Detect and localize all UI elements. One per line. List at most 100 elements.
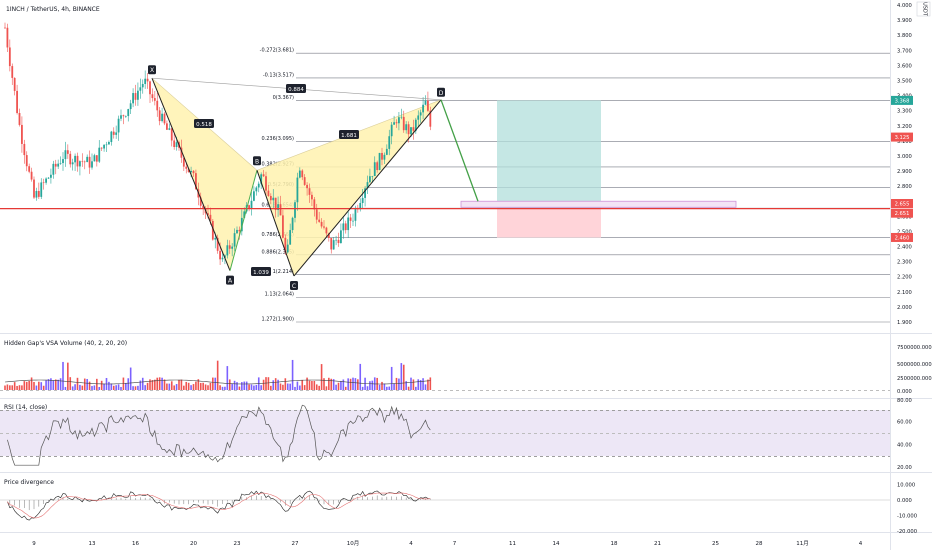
point-label-x[interactable]: X (148, 65, 156, 75)
candle-body (410, 127, 412, 135)
target-zone[interactable] (497, 100, 601, 209)
volume-bar (241, 382, 243, 390)
candles (4, 22, 432, 265)
volume-bar (393, 383, 395, 390)
pattern-overlay[interactable]: X A B C D 0.518 1.039 1.681 0.884 (0, 65, 890, 290)
volume-bar (253, 385, 255, 390)
candle-body (98, 147, 101, 162)
support-price-badge: 2.651 (891, 208, 913, 218)
volume-bar (388, 386, 391, 390)
volume-bar (224, 386, 226, 390)
time-tick-label: 23 (234, 541, 241, 547)
divergence-line (7, 490, 431, 521)
volume-bar (6, 384, 9, 390)
rsi-indicator-title[interactable]: RSI (14, close) (4, 404, 47, 411)
candle-body (170, 128, 173, 141)
candle-body (291, 217, 294, 231)
pattern-leg-bc[interactable] (256, 170, 295, 277)
volume-bar (197, 379, 200, 390)
candle-body (202, 205, 205, 209)
candle-body (100, 147, 103, 149)
candle-body (144, 78, 147, 84)
candle-body (209, 214, 212, 221)
volume-bar (209, 382, 212, 390)
candle-body (369, 176, 371, 183)
price-tick-label: 3.300 (897, 109, 912, 115)
candle-body (265, 176, 267, 191)
volume-bar (64, 386, 67, 390)
ratio-badge-ac[interactable]: 1.039 (251, 267, 271, 276)
candle-body (86, 156, 89, 163)
candle-body (347, 217, 350, 231)
volume-bar (134, 386, 137, 390)
volume-bar (412, 379, 415, 390)
projection-box[interactable] (460, 200, 737, 208)
candle-body (349, 217, 352, 221)
volume-bar (108, 381, 110, 390)
ratio-badge-xb[interactable]: 0.518 (194, 119, 214, 128)
candle-body (427, 100, 429, 111)
candle-body (279, 204, 282, 216)
volume-bar (195, 381, 197, 390)
stop-zone[interactable] (497, 208, 601, 238)
candle-body (199, 197, 202, 206)
point-label-c[interactable]: C (290, 280, 298, 290)
projection-leg[interactable] (440, 99, 479, 202)
candle-body (282, 215, 284, 238)
volume-tick-label: 0.000 (897, 389, 912, 395)
volume-bar (417, 379, 420, 390)
candle-body (260, 174, 263, 184)
position-zones[interactable] (460, 100, 737, 238)
candle-body (21, 124, 23, 144)
last-price-badge: 3.125 (891, 132, 913, 142)
candle-body (318, 219, 321, 222)
ratio-badge-xd[interactable]: 0.884 (286, 84, 306, 93)
price-tick-label: 3.700 (897, 48, 912, 54)
volume-bar (386, 386, 388, 390)
candle-body (30, 171, 33, 180)
pattern-leg-ab[interactable] (229, 170, 258, 271)
price-tick-label: 3.100 (897, 139, 912, 145)
volume-bar (57, 379, 59, 390)
volume-bar (214, 377, 217, 390)
symbol-title: 1INCH / TetherUS, 4h, BINANCE (6, 6, 100, 13)
volume-bar (216, 360, 219, 390)
volume-bar (190, 385, 192, 390)
divergence-indicator-title[interactable]: Price divergence (4, 479, 54, 486)
rsi-line (7, 404, 431, 466)
volume-bar (332, 379, 335, 390)
volume-indicator-title[interactable]: Hidden Gap's VSA Volume (40, 2, 20, 20) (4, 340, 127, 347)
candle-body (132, 93, 134, 104)
volume-bar (163, 379, 166, 390)
divergence-tick-label: 0.000 (897, 498, 912, 504)
volume-bar (28, 380, 30, 390)
fib-level-label: 1.13(2.064) (265, 292, 294, 298)
price-badge-label: 2.460 (895, 235, 910, 241)
rsi-tick-label: 20.00 (897, 465, 912, 471)
candle-body (286, 244, 289, 253)
volume-bar (274, 378, 277, 390)
point-label-d[interactable]: D (437, 87, 445, 97)
volume-bar (137, 385, 139, 390)
pattern-leg-xa[interactable] (151, 78, 231, 271)
point-label-a[interactable]: A (226, 275, 234, 285)
pattern-leg-cd[interactable] (293, 99, 442, 277)
currency-label[interactable]: USDT (916, 1, 931, 17)
candle-body (6, 27, 9, 48)
candle-body (378, 152, 381, 171)
price-tick-label: 2.900 (897, 169, 912, 175)
ratio-badge-bd[interactable]: 1.681 (339, 130, 359, 139)
candle-body (185, 166, 188, 169)
volume-bar (410, 377, 412, 390)
volume-average-line (4, 379, 431, 385)
candle-body (23, 143, 26, 156)
volume-bar (415, 386, 417, 390)
volume-bar (204, 384, 207, 390)
volume-bar (354, 378, 357, 390)
volume-bar (233, 380, 236, 390)
volume-bar (282, 384, 284, 390)
point-label-b[interactable]: B (253, 156, 261, 166)
